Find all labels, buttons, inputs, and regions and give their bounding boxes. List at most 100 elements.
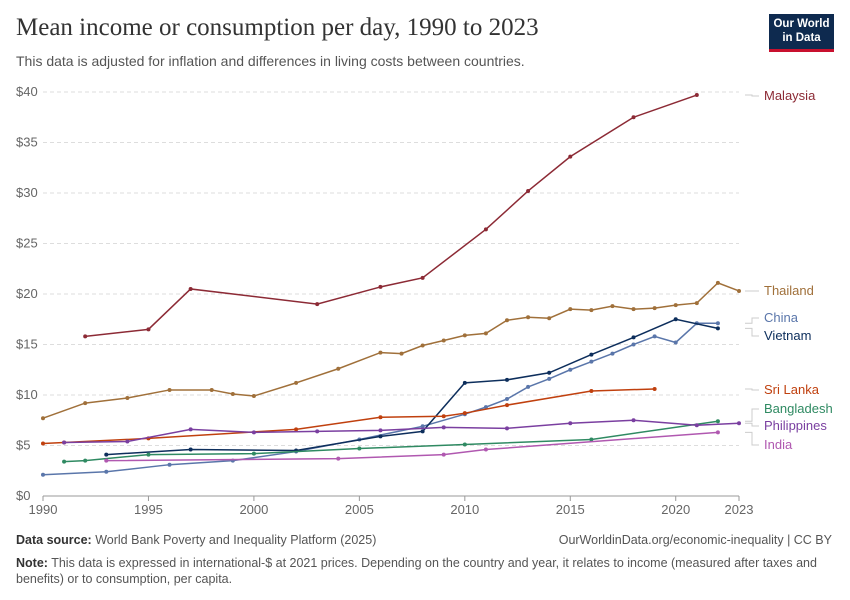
series-line-malaysia (85, 94, 698, 338)
data-point (188, 447, 193, 452)
data-point (652, 386, 657, 391)
series-line-philippines (64, 419, 740, 444)
data-point (631, 115, 636, 120)
x-tick-label: 2000 (239, 502, 268, 517)
x-tick-label: 2015 (556, 502, 585, 517)
data-point (715, 326, 720, 331)
data-point (462, 411, 467, 416)
data-point (568, 367, 573, 372)
data-point (315, 302, 320, 307)
data-source: Data source: World Bank Poverty and Ineq… (16, 533, 377, 547)
data-point (610, 351, 615, 356)
legend-label: Philippines (764, 418, 827, 433)
data-point (505, 377, 509, 382)
data-point (547, 316, 552, 321)
label-connector (745, 431, 759, 446)
y-tick-label: $20 (16, 286, 38, 301)
data-point (125, 439, 130, 444)
legend-label: Bangladesh (764, 401, 833, 416)
label-connector (745, 388, 759, 391)
data-point (336, 366, 341, 371)
data-point (483, 227, 488, 232)
data-point (104, 469, 109, 474)
legend-label: Vietnam (764, 328, 811, 343)
data-point (568, 154, 573, 159)
y-tick-label: $10 (16, 387, 38, 402)
data-point (589, 388, 594, 393)
data-point (652, 334, 657, 339)
data-point (589, 308, 594, 313)
y-tick-label: $0 (16, 488, 30, 503)
data-point (589, 352, 594, 357)
data-point (694, 301, 699, 306)
data-point (420, 429, 425, 434)
data-point (673, 317, 678, 322)
data-point (399, 351, 404, 356)
y-tick-label: $25 (16, 236, 38, 251)
data-point (125, 396, 130, 401)
data-point (188, 427, 193, 432)
y-tick-label: $15 (16, 337, 38, 352)
data-point (441, 338, 446, 343)
data-point (631, 335, 636, 340)
x-tick-label: 2020 (661, 502, 690, 517)
data-point (505, 426, 509, 431)
data-point (610, 304, 615, 309)
data-point (505, 403, 509, 408)
y-tick-label: $40 (16, 84, 38, 99)
data-point (167, 387, 172, 392)
x-tick-label: 1990 (29, 502, 58, 517)
data-point (209, 387, 214, 392)
data-point (188, 286, 193, 291)
y-tick-label: $30 (16, 185, 38, 200)
data-point (568, 307, 573, 312)
data-point (526, 315, 531, 320)
data-point (41, 416, 45, 421)
data-point (673, 303, 678, 308)
data-point (526, 384, 531, 389)
data-point (294, 380, 299, 385)
data-point (483, 447, 488, 452)
x-tick-label: 1995 (134, 502, 163, 517)
data-point (715, 419, 720, 424)
label-connector (745, 422, 759, 427)
data-point (715, 280, 720, 285)
data-point (631, 307, 636, 312)
data-point (483, 405, 488, 410)
data-point (378, 284, 383, 289)
data-point (378, 434, 383, 439)
owid-logo[interactable]: Our World in Data (769, 14, 834, 52)
legend-label: Malaysia (764, 88, 816, 103)
data-point (715, 321, 720, 326)
data-point (652, 306, 657, 311)
data-point (83, 334, 88, 339)
source-url[interactable]: OurWorldinData.org/economic-inequality |… (558, 533, 832, 547)
data-point (294, 427, 299, 432)
data-point (146, 452, 151, 457)
data-point (526, 188, 531, 193)
label-connector (745, 94, 759, 97)
label-connector (745, 317, 759, 324)
data-point (420, 424, 425, 429)
data-point (441, 452, 446, 457)
data-point (378, 350, 383, 355)
data-point (462, 442, 467, 447)
data-point (589, 359, 594, 364)
data-point (462, 380, 467, 385)
y-tick-label: $35 (16, 135, 38, 150)
data-point (547, 370, 552, 375)
data-point (737, 421, 741, 426)
y-tick-label: $5 (16, 438, 30, 453)
data-point (715, 430, 720, 435)
x-tick-label: 2005 (345, 502, 374, 517)
data-point (62, 440, 67, 445)
data-point (673, 340, 678, 345)
data-point (483, 331, 488, 336)
data-point (420, 343, 425, 348)
data-point (694, 93, 699, 98)
data-point (251, 451, 256, 456)
data-point (41, 472, 45, 477)
data-point (146, 327, 151, 332)
legend-label: India (764, 437, 793, 452)
